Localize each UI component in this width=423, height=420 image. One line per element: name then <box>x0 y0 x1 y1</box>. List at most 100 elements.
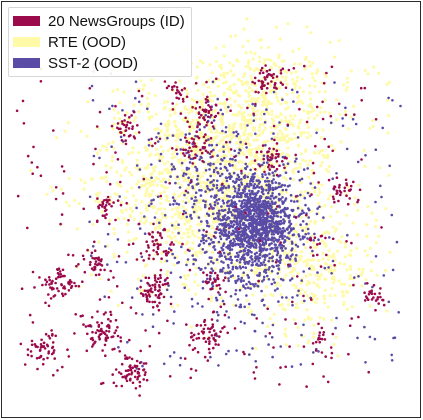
scatter-point <box>310 193 313 196</box>
scatter-point <box>207 104 210 107</box>
scatter-point <box>172 322 175 325</box>
scatter-point <box>139 279 143 283</box>
scatter-point <box>243 178 247 182</box>
scatter-point <box>151 300 154 304</box>
scatter-point <box>207 297 210 301</box>
scatter-point <box>288 258 292 261</box>
scatter-point <box>224 352 228 356</box>
scatter-point <box>377 71 381 75</box>
scatter-point <box>294 223 298 227</box>
scatter-point <box>369 260 373 264</box>
scatter-point <box>160 145 164 149</box>
scatter-point <box>283 184 287 187</box>
scatter-point <box>275 75 279 78</box>
scatter-point <box>323 338 327 341</box>
scatter-point <box>194 107 198 110</box>
scatter-point <box>100 327 103 331</box>
scatter-point <box>210 326 213 330</box>
scatter-point <box>262 218 266 222</box>
scatter-point <box>183 87 186 90</box>
scatter-point <box>103 205 107 209</box>
scatter-point <box>185 168 189 171</box>
scatter-point <box>345 85 349 89</box>
scatter-point <box>297 144 301 148</box>
scatter-point <box>253 52 257 56</box>
scatter-point <box>297 214 301 218</box>
scatter-point <box>293 114 297 118</box>
scatter-point <box>238 288 242 292</box>
scatter-point <box>233 122 237 126</box>
scatter-point <box>134 387 138 390</box>
scatter-point <box>41 362 45 366</box>
scatter-point <box>208 340 211 343</box>
scatter-point <box>234 58 239 62</box>
scatter-point <box>272 209 276 212</box>
scatter-point <box>333 263 336 267</box>
scatter-point <box>332 252 336 256</box>
scatter-point <box>192 156 196 160</box>
scatter-point <box>350 241 353 245</box>
scatter-point <box>310 209 314 213</box>
scatter-point <box>144 181 148 186</box>
scatter-point <box>192 202 196 206</box>
scatter-point <box>356 208 360 212</box>
scatter-point <box>130 173 134 177</box>
scatter-point <box>326 380 330 384</box>
scatter-point <box>330 276 334 281</box>
scatter-point <box>221 186 225 190</box>
scatter-point <box>302 294 305 298</box>
scatter-point <box>155 221 159 225</box>
scatter-point <box>127 230 131 234</box>
scatter-point <box>281 196 284 199</box>
scatter-point <box>367 292 371 296</box>
scatter-point <box>294 259 298 262</box>
scatter-point <box>382 303 386 307</box>
scatter-point <box>384 207 388 211</box>
scatter-point <box>268 332 272 335</box>
scatter-point <box>327 164 331 169</box>
scatter-point <box>223 325 226 329</box>
scatter-point <box>123 123 126 127</box>
scatter-point <box>305 262 310 266</box>
scatter-point <box>51 346 54 350</box>
scatter-point <box>67 176 71 181</box>
scatter-point <box>30 339 34 343</box>
scatter-point <box>172 165 175 168</box>
scatter-point <box>239 140 242 144</box>
scatter-point <box>207 138 210 141</box>
scatter-point <box>197 336 201 340</box>
scatter-point <box>137 186 141 189</box>
scatter-point <box>270 205 273 209</box>
scatter-point <box>294 243 298 247</box>
scatter-point <box>281 67 285 70</box>
scatter-point <box>337 199 340 203</box>
scatter-point <box>277 56 281 60</box>
scatter-point <box>99 268 102 272</box>
scatter-point <box>335 189 339 193</box>
scatter-point <box>50 282 53 285</box>
scatter-point <box>326 197 331 201</box>
scatter-point <box>369 269 373 273</box>
scatter-point <box>326 257 330 261</box>
scatter-point <box>165 186 169 190</box>
scatter-point <box>90 316 94 319</box>
scatter-point <box>217 291 220 294</box>
scatter-point <box>327 145 331 148</box>
scatter-point <box>273 249 277 253</box>
scatter-point <box>194 165 197 169</box>
scatter-point <box>113 192 117 196</box>
scatter-point <box>124 208 128 212</box>
scatter-point <box>270 180 274 183</box>
scatter-point <box>104 175 108 179</box>
scatter-point <box>281 249 284 252</box>
scatter-point <box>166 269 170 274</box>
scatter-point <box>301 101 305 105</box>
scatter-point <box>169 164 173 168</box>
scatter-point <box>151 166 156 170</box>
scatter-point <box>258 125 262 129</box>
scatter-point <box>290 240 294 244</box>
scatter-point <box>245 232 248 236</box>
scatter-point <box>273 86 276 89</box>
scatter-point <box>334 335 338 339</box>
scatter-point <box>222 148 226 152</box>
